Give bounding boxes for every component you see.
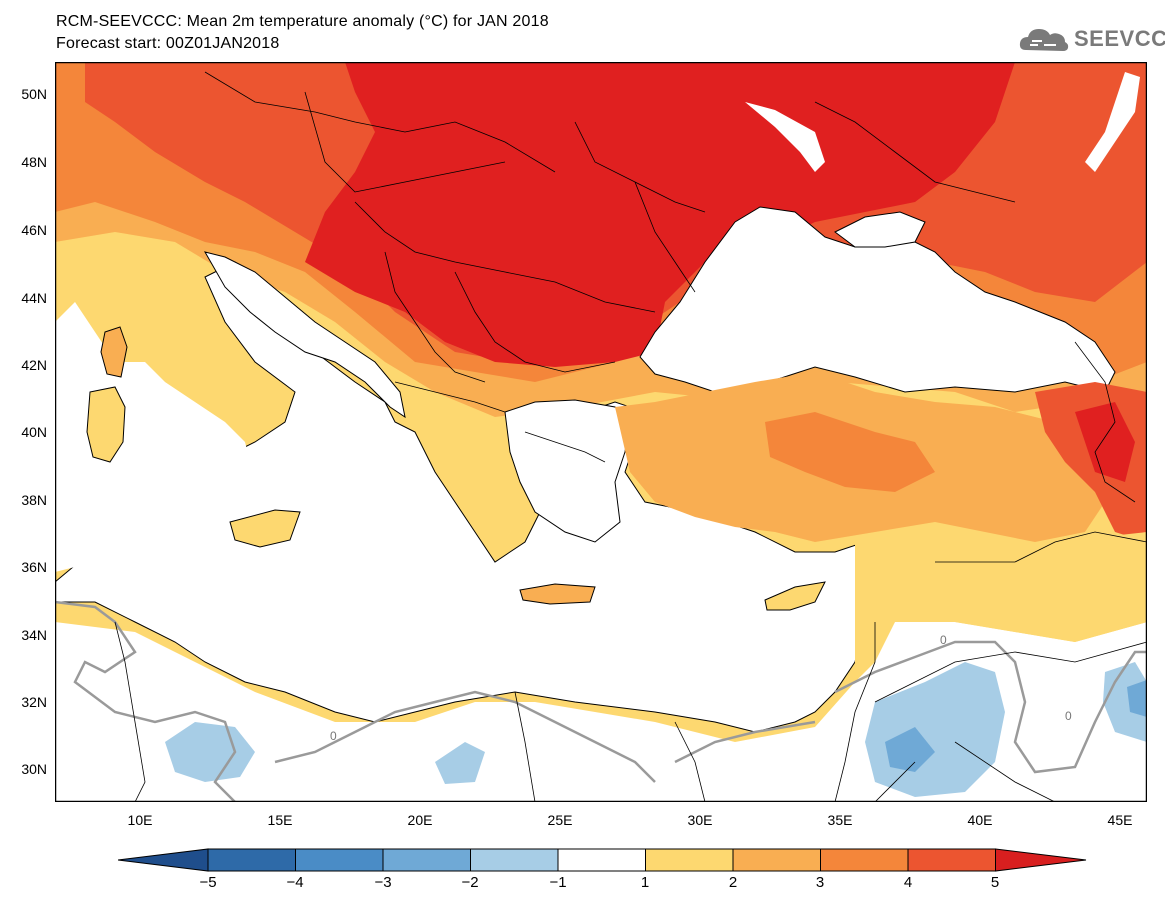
cloud-icon	[1019, 29, 1069, 51]
white-patch-ne	[1085, 72, 1140, 172]
colorbar-bin	[382, 848, 471, 872]
map-border	[55, 62, 1147, 802]
colorbar-bin	[295, 848, 384, 872]
lon-label: 20E	[407, 812, 433, 828]
map-title: RCM-SEEVCCC: Mean 2m temperature anomaly…	[56, 13, 549, 30]
colorbar-bin	[732, 848, 821, 872]
lat-label: 36N	[21, 559, 47, 575]
corsica	[100, 326, 128, 378]
seevccc-logo: SEEVCCC	[1018, 24, 1165, 54]
zero-contour-africa	[55, 600, 816, 802]
lat-label: 32N	[21, 694, 47, 710]
anomaly-map: 0 0 0	[55, 62, 1147, 802]
lon-label: 15E	[267, 812, 293, 828]
zero-contour-arabia	[834, 640, 1147, 774]
forecast-start-label: Forecast start: 00Z01JAN2018	[56, 35, 280, 52]
negative-anomaly-libya	[165, 722, 255, 782]
country-borders	[114, 71, 1147, 802]
colorbar-label: 3	[815, 874, 825, 891]
colorbar-label: 4	[903, 874, 913, 891]
logo-text: SEEVCCC	[1074, 26, 1165, 51]
colorbar-label: 5	[990, 874, 1000, 891]
lat-label: 46N	[21, 222, 47, 238]
colorbar-label: 2	[728, 874, 738, 891]
lat-label: 38N	[21, 492, 47, 508]
anomaly-zone-caucasus-gt5	[1075, 402, 1135, 482]
colorbar-label: −3	[374, 874, 392, 891]
colorbar-label: −1	[549, 874, 567, 891]
lon-label: 35E	[827, 812, 853, 828]
lon-label: 30E	[687, 812, 713, 828]
lat-label: 50N	[21, 86, 47, 102]
colorbar-label: 1	[640, 874, 650, 891]
colorbar-bin	[645, 848, 734, 872]
lat-label: 48N	[21, 154, 47, 170]
lon-label: 40E	[967, 812, 993, 828]
negative-anomaly-arabia-strong	[885, 727, 935, 772]
cyprus	[764, 581, 826, 611]
tyrrhenian-sea	[55, 302, 255, 572]
zero-contour-label: 0	[940, 633, 947, 647]
negative-anomaly-iraq-strong	[1127, 680, 1147, 717]
colorbar-max-extension	[995, 848, 1087, 872]
colorbar-bin	[470, 848, 559, 872]
sardinia	[86, 386, 126, 463]
colorbar-label: −2	[461, 874, 479, 891]
crete	[519, 583, 596, 605]
sea-of-azov	[834, 211, 926, 248]
lat-label: 30N	[21, 761, 47, 777]
lon-label: 45E	[1107, 812, 1133, 828]
colorbar-bin	[907, 848, 996, 872]
lat-label: 44N	[21, 290, 47, 306]
colorbar-label: −4	[286, 874, 304, 891]
colorbar-label: −5	[199, 874, 217, 891]
lon-label: 10E	[127, 812, 153, 828]
colorbar-min-extension	[118, 848, 209, 872]
anomaly-zone-gt5-central	[305, 62, 1015, 367]
lat-label: 34N	[21, 627, 47, 643]
mediterranean-sea	[55, 261, 876, 733]
colorbar-bin	[557, 848, 646, 872]
colorbar-bin	[207, 848, 296, 872]
lon-label: 25E	[547, 812, 573, 828]
negative-anomaly-egypt	[435, 742, 485, 784]
colorbar-bin	[820, 848, 909, 872]
adriatic-sea	[203, 251, 406, 419]
sicily	[229, 509, 301, 548]
anomaly-zone-anatolia-high	[765, 412, 935, 492]
zero-contour-label: 0	[1065, 709, 1072, 723]
zero-contour-label: 0	[330, 729, 337, 743]
colorbar	[118, 848, 1087, 872]
lat-label: 42N	[21, 357, 47, 373]
lat-label: 40N	[21, 424, 47, 440]
levant-coast	[855, 532, 1147, 682]
white-patch-dnieper	[745, 102, 825, 172]
